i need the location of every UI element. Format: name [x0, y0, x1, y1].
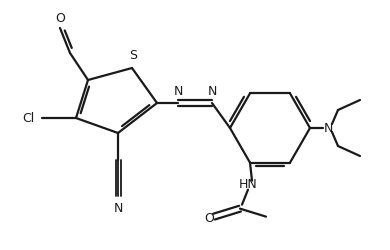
Text: N: N [207, 85, 217, 98]
Text: O: O [55, 12, 65, 25]
Text: O: O [204, 212, 214, 225]
Text: N: N [323, 122, 333, 134]
Text: S: S [129, 49, 137, 62]
Text: N: N [173, 85, 183, 98]
Text: N: N [113, 202, 123, 215]
Text: Cl: Cl [22, 112, 34, 124]
Text: HN: HN [239, 178, 257, 191]
